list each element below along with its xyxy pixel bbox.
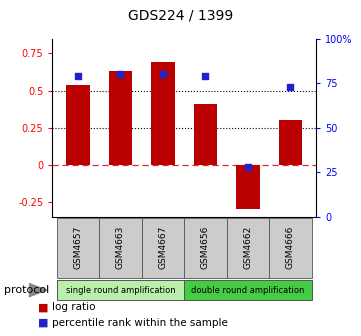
Bar xyxy=(109,71,132,165)
Bar xyxy=(236,165,260,209)
Text: GSM4662: GSM4662 xyxy=(243,226,252,269)
Point xyxy=(160,72,166,77)
Bar xyxy=(66,85,90,165)
Bar xyxy=(279,120,302,165)
Text: percentile rank within the sample: percentile rank within the sample xyxy=(52,318,227,328)
Text: GSM4657: GSM4657 xyxy=(73,226,82,269)
Text: GDS224 / 1399: GDS224 / 1399 xyxy=(128,8,233,22)
Bar xyxy=(57,218,99,278)
Text: single round amplification: single round amplification xyxy=(66,286,175,295)
Point xyxy=(203,73,208,79)
Point xyxy=(287,84,293,89)
Text: ■: ■ xyxy=(38,318,48,328)
Text: double round amplification: double round amplification xyxy=(191,286,305,295)
Bar xyxy=(57,280,184,300)
Bar xyxy=(184,218,227,278)
Polygon shape xyxy=(29,283,49,298)
Point xyxy=(117,72,123,77)
Text: GSM4667: GSM4667 xyxy=(158,226,168,269)
Point xyxy=(75,73,81,79)
Bar xyxy=(142,218,184,278)
Text: protocol: protocol xyxy=(4,285,49,295)
Text: log ratio: log ratio xyxy=(52,302,95,312)
Text: GSM4666: GSM4666 xyxy=(286,226,295,269)
Bar xyxy=(184,280,312,300)
Bar xyxy=(99,218,142,278)
Bar xyxy=(193,104,217,165)
Bar xyxy=(151,62,175,165)
Bar xyxy=(227,218,269,278)
Text: GSM4656: GSM4656 xyxy=(201,226,210,269)
Text: ■: ■ xyxy=(38,302,48,312)
Point xyxy=(245,164,251,170)
Bar xyxy=(269,218,312,278)
Text: GSM4663: GSM4663 xyxy=(116,226,125,269)
